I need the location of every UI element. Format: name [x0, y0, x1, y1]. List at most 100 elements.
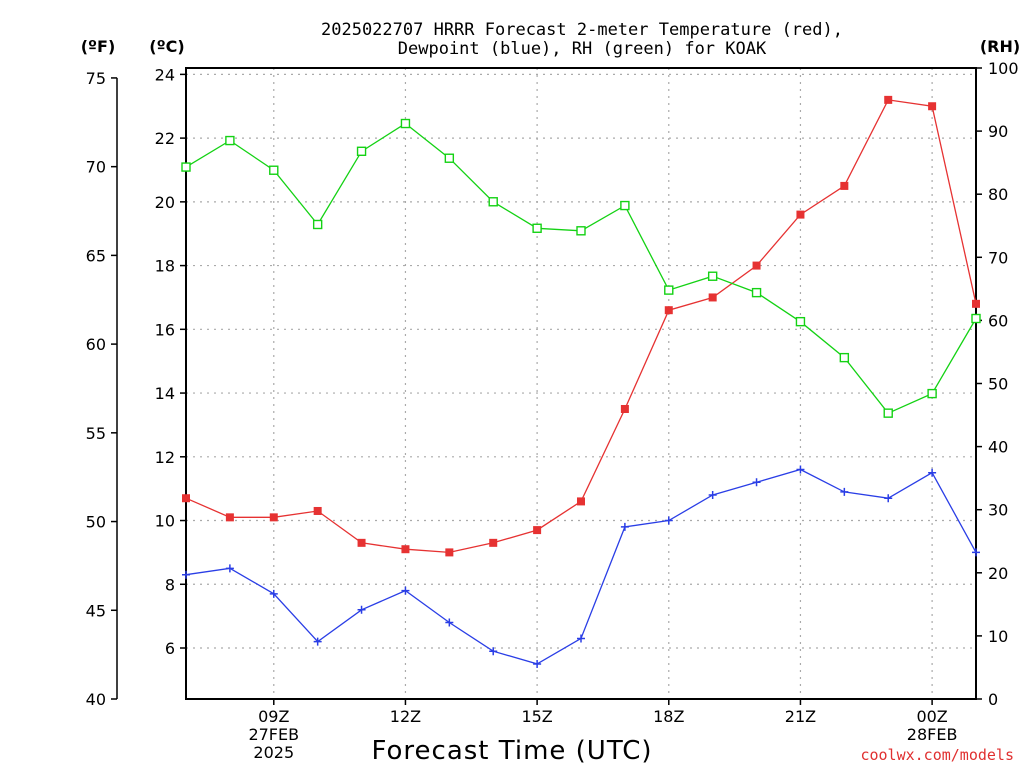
dewpoint-point	[313, 637, 322, 646]
temperature-point	[620, 404, 629, 413]
dewpoint-point	[225, 564, 234, 573]
celsius-tick-label: 16	[155, 320, 175, 339]
x-tick-label: 15Z	[521, 707, 552, 726]
dewpoint-point	[840, 487, 849, 496]
dewpoint-point	[445, 618, 454, 627]
rh-point	[181, 162, 191, 172]
dewpoint-point	[577, 634, 585, 643]
temperature-point	[489, 538, 498, 547]
fahrenheit-tick-label: 45	[86, 601, 106, 620]
rh-tick-label: 20	[988, 564, 1008, 583]
temperature-point	[577, 497, 585, 506]
temperature-point	[182, 494, 190, 503]
temperature-point	[884, 95, 893, 104]
rh-tick-label: 50	[988, 375, 1008, 394]
rh-point	[444, 153, 455, 163]
x-tick-label: 18Z	[653, 707, 684, 726]
x-tick-label: 2025	[253, 743, 294, 762]
temperature-point	[796, 210, 805, 219]
dewpoint-point	[357, 605, 366, 614]
rh-point	[356, 146, 367, 156]
rh-unit-label: (RH)	[980, 37, 1020, 56]
rh-point	[620, 200, 630, 211]
grid-lines	[186, 68, 976, 699]
dewpoint-point	[972, 548, 980, 557]
rh-tick-label: 10	[988, 627, 1008, 646]
fahrenheit-tick-label: 55	[86, 424, 106, 443]
chart-title-line-2: Dewpoint (blue), RH (green) for KOAK	[398, 39, 767, 59]
celsius-tick-label: 10	[155, 512, 175, 531]
fahrenheit-tick-label: 75	[86, 69, 106, 88]
temperature-point	[313, 506, 322, 515]
rh-tick-label: 40	[988, 438, 1008, 457]
temperature-point	[708, 293, 717, 302]
temperature-point	[225, 513, 234, 522]
dewpoint-point	[620, 522, 629, 531]
dewpoint-point	[796, 465, 805, 474]
temperature-point	[401, 545, 410, 554]
temperature-point	[664, 306, 673, 315]
rh-point	[312, 219, 323, 230]
rh-tick-label: 90	[988, 122, 1008, 141]
rh-tick-label: 80	[988, 185, 1008, 204]
rh-tick-label: 30	[988, 501, 1008, 520]
temperature-point	[269, 513, 278, 522]
rh-point	[576, 226, 586, 236]
temperature-point	[840, 181, 849, 190]
temperature-point	[533, 526, 542, 535]
rh-point	[269, 165, 279, 175]
celsius-tick-label: 14	[155, 384, 175, 403]
temperature-point	[752, 261, 761, 270]
dewpoint-point	[533, 659, 542, 668]
rh-point	[751, 287, 762, 298]
fahrenheit-tick-label: 70	[86, 158, 106, 177]
dewpoint-point	[884, 494, 893, 503]
fahrenheit-tick-label: 40	[86, 690, 106, 709]
temperature-point	[928, 102, 937, 111]
rh-point	[707, 271, 718, 281]
rh-tick-label: 100	[988, 59, 1019, 78]
fahrenheit-unit-label: (ºF)	[81, 37, 116, 56]
x-tick-label: 09Z	[258, 707, 289, 726]
rh-line	[185, 122, 977, 414]
celsius-tick-label: 18	[155, 257, 175, 276]
x-tick-label: 12Z	[390, 707, 421, 726]
celsius-tick-label: 22	[155, 129, 175, 148]
temperature-point	[357, 538, 366, 547]
rh-point	[400, 118, 411, 129]
celsius-tick-label: 8	[165, 575, 175, 594]
rh-point	[664, 285, 674, 295]
dewpoint-point	[401, 586, 410, 595]
rh-point	[225, 135, 235, 146]
rh-tick-label: 60	[988, 311, 1008, 330]
x-tick-label: 00Z	[916, 707, 947, 726]
temperature-line	[185, 99, 977, 554]
fahrenheit-tick-label: 60	[86, 335, 106, 354]
rh-point	[839, 352, 850, 363]
celsius-tick-label: 12	[155, 448, 175, 467]
temperature-point	[972, 299, 980, 308]
source-credit: coolwx.com/models	[860, 746, 1014, 764]
rh-tick-label: 0	[988, 690, 998, 709]
fahrenheit-tick-label: 50	[86, 513, 106, 532]
x-tick-label: 28FEB	[907, 725, 958, 744]
rh-point	[883, 408, 893, 418]
dewpoint-point	[664, 516, 673, 525]
rh-point	[971, 313, 981, 324]
rh-point	[488, 197, 498, 207]
dewpoint-point	[182, 570, 190, 579]
rh-point	[795, 316, 806, 327]
x-tick-label: 21Z	[785, 707, 816, 726]
dewpoint-point	[752, 478, 761, 487]
dewpoint-point	[269, 589, 278, 598]
chart-title-line-1: 2025022707 HRRR Forecast 2-meter Tempera…	[321, 20, 843, 40]
plot-frame	[185, 67, 977, 700]
dewpoint-point	[928, 468, 937, 477]
celsius-tick-label: 24	[155, 65, 175, 84]
data-series	[181, 95, 981, 668]
celsius-tick-label: 6	[165, 639, 175, 658]
temperature-point	[445, 548, 454, 557]
axes: 6 8 10 12 14 16 18 20 22 24 40 45 50 55 60 65 70 75 0 10 20 3…	[86, 59, 1019, 762]
x-tick-label: 27FEB	[248, 725, 299, 744]
